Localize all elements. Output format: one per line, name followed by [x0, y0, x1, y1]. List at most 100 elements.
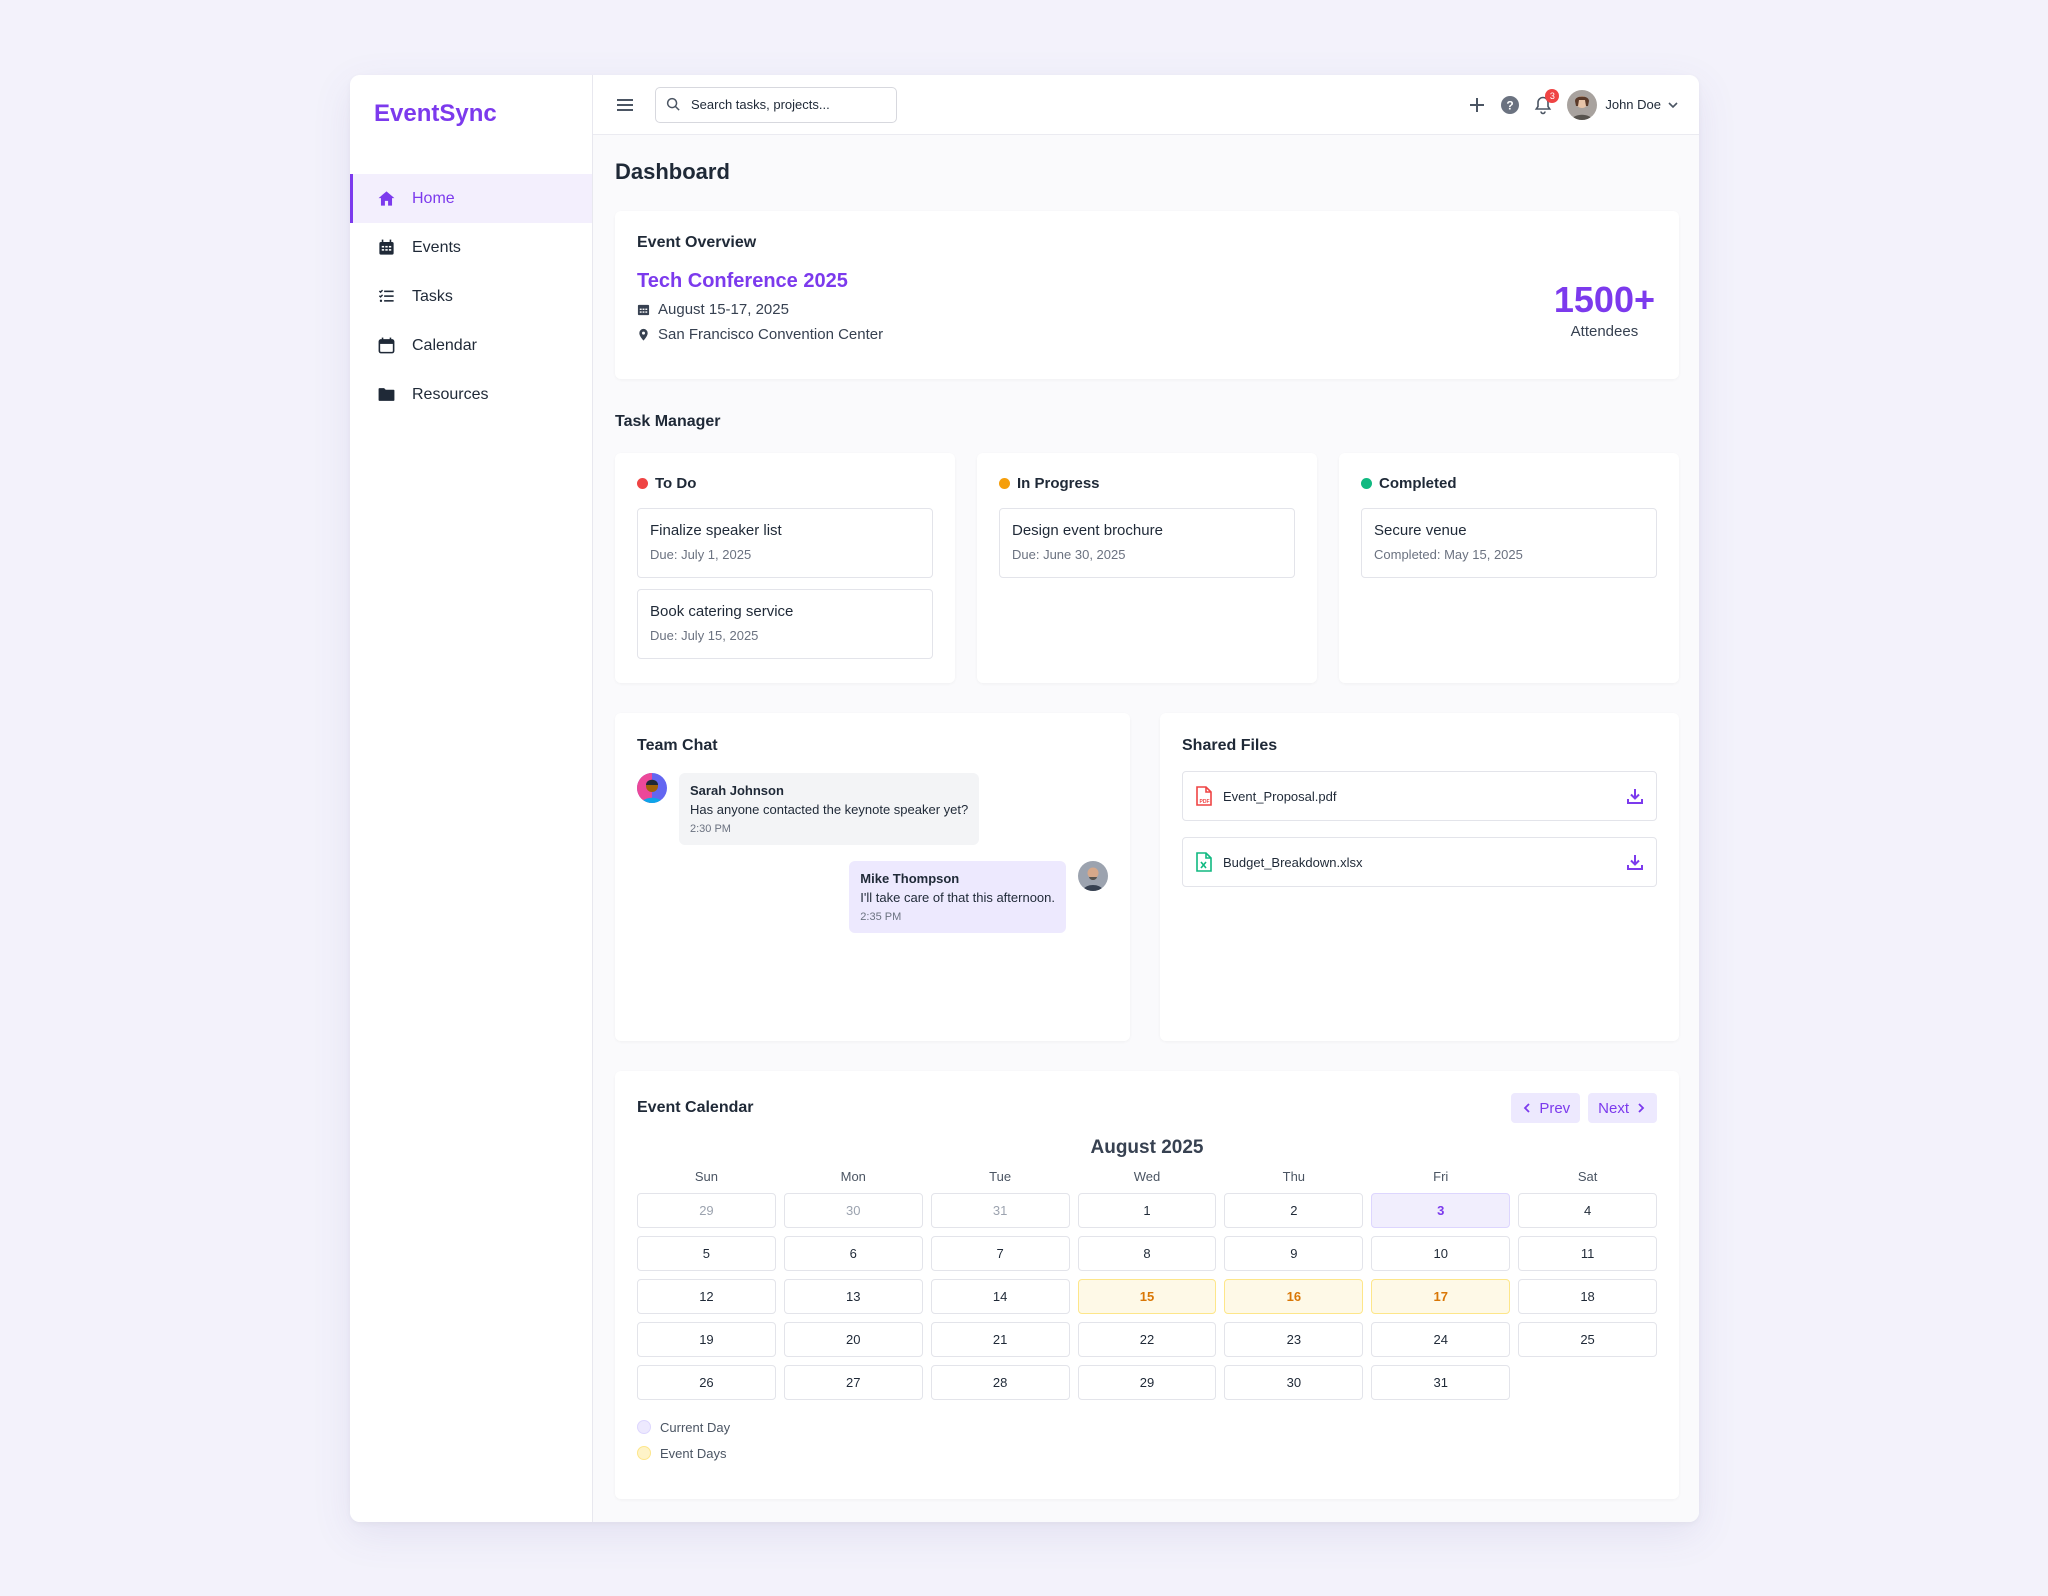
- download-icon[interactable]: [1626, 853, 1644, 871]
- message-time: 2:30 PM: [690, 823, 731, 835]
- next-month-button[interactable]: Next: [1588, 1093, 1657, 1123]
- sidebar-item-label: Resources: [412, 385, 489, 403]
- legend-label: Current Day: [660, 1419, 731, 1435]
- calendar-day[interactable]: 13: [783, 1279, 923, 1314]
- task-due: Due: July 1, 2025: [650, 547, 752, 562]
- calendar-day[interactable]: 14: [930, 1279, 1070, 1314]
- message-text: I'll take care of that this afternoon.: [860, 890, 1055, 905]
- calendar-header: Event Calendar Prev Next: [637, 1093, 1657, 1123]
- column-name: In Progress: [1017, 475, 1100, 492]
- avatar: [637, 773, 667, 803]
- calendar-day[interactable]: 5: [637, 1236, 776, 1271]
- search-input[interactable]: [691, 97, 881, 112]
- file-item[interactable]: PDF Event_Proposal.pdf: [1182, 771, 1657, 821]
- calendar-day[interactable]: 30: [783, 1193, 923, 1228]
- calendar-day[interactable]: 29: [1077, 1365, 1217, 1400]
- attendees-stat: 1500+ Attendees: [1553, 279, 1655, 341]
- notifications-button[interactable]: 3: [1533, 88, 1560, 115]
- sidebar-item-home[interactable]: Home: [350, 174, 592, 223]
- sidebar-item-resources[interactable]: Resources: [350, 370, 592, 419]
- calendar-day[interactable]: 27: [783, 1365, 923, 1400]
- status-dot: [1361, 478, 1372, 489]
- sidebar-item-calendar[interactable]: Calendar: [350, 321, 592, 370]
- calendar-day[interactable]: 20: [783, 1322, 923, 1357]
- overview-title: Event Overview: [637, 234, 757, 251]
- file-item[interactable]: Budget_Breakdown.xlsx: [1182, 837, 1657, 887]
- pdf-file-icon: PDF: [1196, 786, 1212, 806]
- search-icon: [666, 97, 680, 111]
- user-avatar: [1567, 89, 1598, 120]
- task-card[interactable]: Book catering service Due: July 15, 2025: [637, 589, 933, 659]
- hamburger-menu-icon[interactable]: [615, 95, 635, 115]
- search-box: [655, 86, 897, 123]
- calendar-day[interactable]: 29: [637, 1193, 776, 1228]
- calendar-day-event[interactable]: 16: [1224, 1279, 1364, 1314]
- column-header: In Progress: [999, 475, 1295, 492]
- home-icon: [378, 191, 395, 206]
- calendar-day[interactable]: 23: [1224, 1322, 1364, 1357]
- calendar-day[interactable]: 25: [1518, 1322, 1657, 1357]
- team-chat-card: Team Chat Sarah Johnson Has anyone conta…: [615, 713, 1130, 1041]
- task-title: Design event brochure: [1012, 522, 1163, 539]
- column-header: Completed: [1361, 475, 1657, 492]
- task-card[interactable]: Finalize speaker list Due: July 1, 2025: [637, 508, 933, 578]
- task-card[interactable]: Secure venue Completed: May 15, 2025: [1361, 508, 1657, 578]
- calendar-day-event[interactable]: 17: [1371, 1279, 1511, 1314]
- calendar-day[interactable]: 22: [1077, 1322, 1217, 1357]
- calendar-day[interactable]: 10: [1371, 1236, 1511, 1271]
- attendees-value: 1500+: [1553, 279, 1655, 320]
- calendar-day[interactable]: 7: [930, 1236, 1070, 1271]
- message-bubble: Sarah Johnson Has anyone contacted the k…: [679, 773, 980, 845]
- chat-files-row: Team Chat Sarah Johnson Has anyone conta…: [615, 713, 1679, 1041]
- calendar-day[interactable]: 4: [1518, 1193, 1657, 1228]
- calendar-icon: [637, 304, 650, 316]
- calendar-day[interactable]: 9: [1224, 1236, 1364, 1271]
- calendar-day[interactable]: 6: [783, 1236, 923, 1271]
- calendar-day[interactable]: 8: [1077, 1236, 1217, 1271]
- download-icon[interactable]: [1626, 787, 1644, 805]
- excel-file-icon: [1196, 852, 1212, 872]
- calendar-day[interactable]: 11: [1518, 1236, 1657, 1271]
- list-check-icon: [378, 289, 394, 303]
- sidebar: EventSync Home Events Tasks Calendar Res…: [350, 75, 593, 1522]
- column-name: Completed: [1379, 475, 1457, 492]
- prev-month-button[interactable]: Prev: [1511, 1093, 1581, 1123]
- dashboard-content: Dashboard Event Overview Tech Conference…: [593, 135, 1699, 1499]
- column-header: To Do: [637, 475, 933, 492]
- calendar-day[interactable]: 26: [637, 1365, 776, 1400]
- event-name[interactable]: Tech Conference 2025: [637, 270, 848, 292]
- task-title: Finalize speaker list: [650, 522, 782, 539]
- calendar-day[interactable]: 12: [637, 1279, 776, 1314]
- calendar-day[interactable]: 24: [1371, 1322, 1511, 1357]
- calendar-day-today[interactable]: 3: [1371, 1193, 1511, 1228]
- sidebar-item-events[interactable]: Events: [350, 223, 592, 272]
- weekday-header: Wed: [1133, 1169, 1161, 1184]
- sidebar-item-tasks[interactable]: Tasks: [350, 272, 592, 321]
- weekday-header: Fri: [1433, 1169, 1449, 1184]
- event-dates-text: August 15-17, 2025: [658, 301, 789, 318]
- calendar-day[interactable]: 19: [637, 1322, 776, 1357]
- calendar-day-event[interactable]: 15: [1077, 1279, 1217, 1314]
- legend-item-event-days: Event Days: [637, 1440, 1657, 1466]
- file-name: Budget_Breakdown.xlsx: [1223, 854, 1363, 870]
- sidebar-item-label: Calendar: [412, 336, 477, 354]
- sidebar-item-label: Home: [412, 189, 455, 207]
- sidebar-nav: Home Events Tasks Calendar Resources: [350, 174, 592, 419]
- calendar-day[interactable]: 31: [930, 1193, 1070, 1228]
- calendar-day[interactable]: 2: [1224, 1193, 1364, 1228]
- calendar-day[interactable]: 30: [1224, 1365, 1364, 1400]
- sidebar-item-label: Tasks: [412, 287, 453, 305]
- calendar-day[interactable]: 31: [1371, 1365, 1511, 1400]
- weekday-header: Mon: [840, 1169, 866, 1184]
- legend-item-current-day: Current Day: [637, 1414, 1657, 1440]
- help-icon[interactable]: ?: [1500, 95, 1520, 115]
- calendar-day[interactable]: 21: [930, 1322, 1070, 1357]
- calendar-day[interactable]: 18: [1518, 1279, 1657, 1314]
- user-menu[interactable]: John Doe: [1567, 89, 1679, 120]
- plus-icon[interactable]: [1467, 95, 1487, 115]
- calendar-day[interactable]: 1: [1077, 1193, 1217, 1228]
- calendar-day[interactable]: 28: [930, 1365, 1070, 1400]
- task-card[interactable]: Design event brochure Due: June 30, 2025: [999, 508, 1295, 578]
- app-window: EventSync Home Events Tasks Calendar Res…: [350, 75, 1699, 1522]
- location-pin-icon: [639, 328, 648, 341]
